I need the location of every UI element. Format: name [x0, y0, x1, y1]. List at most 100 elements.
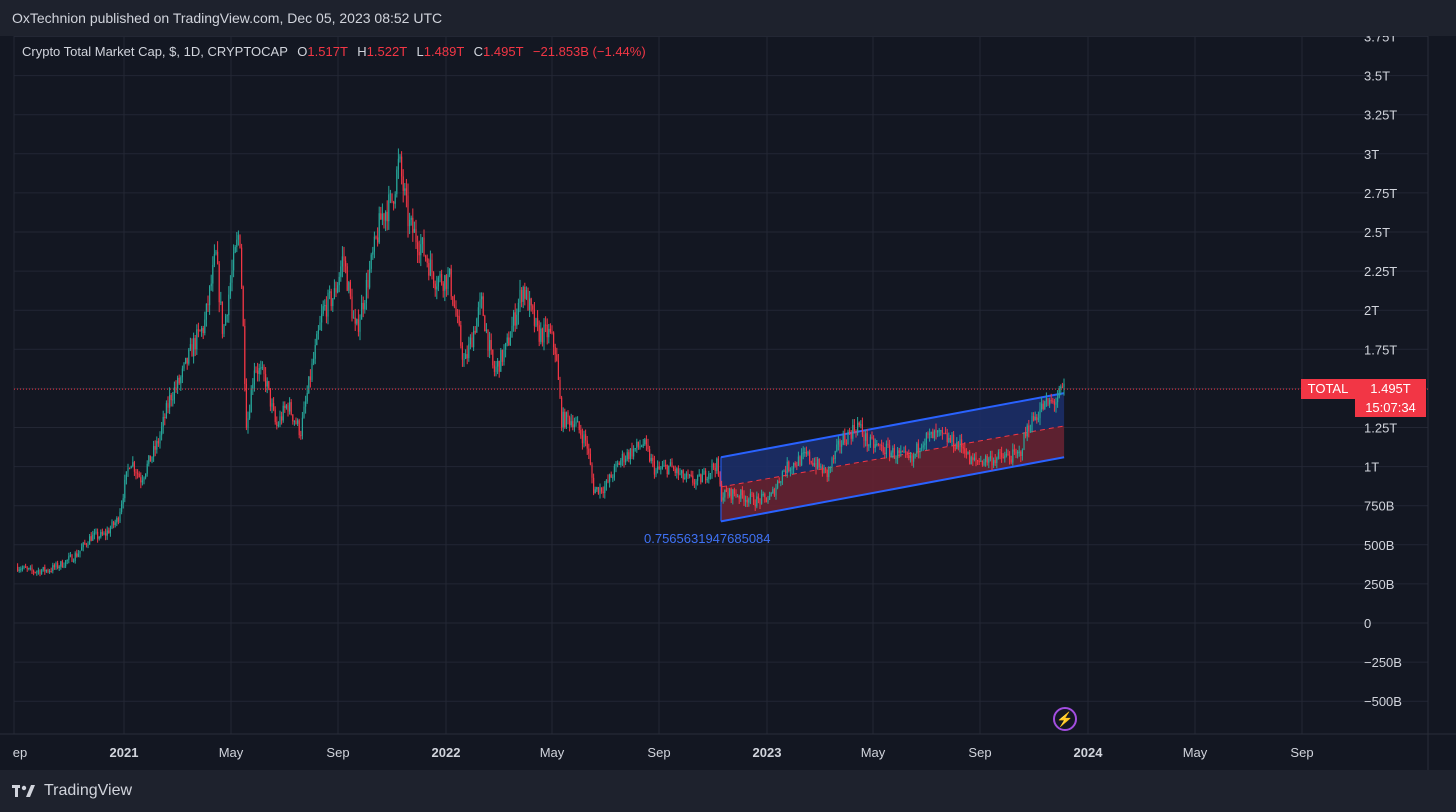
candle-body — [429, 259, 432, 276]
candle-body — [857, 422, 859, 434]
candle-body — [26, 567, 28, 569]
candle-body — [253, 370, 256, 385]
candle-body — [956, 442, 958, 449]
candle-body — [689, 474, 691, 476]
candle-body — [916, 443, 918, 455]
channel-annotation[interactable]: 0.7565631947685084 — [644, 531, 771, 546]
candle-body — [476, 318, 478, 333]
candle-body — [631, 448, 633, 457]
regression-channel[interactable] — [720, 392, 1065, 523]
candle-body — [169, 394, 171, 408]
candle-body — [138, 473, 140, 478]
candle-body — [879, 444, 881, 446]
candle-body — [167, 403, 169, 408]
candle-body — [765, 497, 768, 503]
candle-body — [201, 328, 203, 332]
candle-body — [52, 565, 54, 572]
candle-body — [565, 412, 568, 428]
candle-body — [65, 560, 67, 567]
candle-body — [393, 201, 395, 204]
candle-body — [727, 492, 729, 496]
lightning-icon[interactable]: ⚡ — [1053, 707, 1077, 731]
candle-body — [324, 305, 326, 307]
candle-body — [578, 421, 580, 431]
candle-body — [1039, 409, 1041, 419]
candle-body — [497, 360, 499, 367]
candle-body — [1058, 388, 1060, 398]
candle-body — [567, 412, 569, 418]
candle-body — [921, 447, 923, 449]
candle-body — [700, 474, 702, 483]
time-axis[interactable]: ep 2021 May Sep 2022 May Sep 2023 May Sep 2024 May S… — [13, 745, 1314, 760]
candle-body — [573, 424, 576, 428]
candle-body — [250, 388, 252, 413]
candle-body — [149, 455, 152, 462]
tradingview-logo[interactable]: TradingView — [12, 782, 132, 800]
candle-body — [1010, 459, 1012, 463]
candle-body — [709, 473, 712, 475]
candle-body — [517, 302, 520, 315]
candle-body — [212, 264, 214, 284]
candle-body — [615, 464, 617, 467]
candle-body — [116, 518, 118, 523]
candle-body — [229, 282, 232, 295]
candle-body — [255, 370, 257, 372]
candle-body — [887, 443, 889, 446]
price-chart[interactable]: 3.75T 3.5T 3.25T 3T 2.75T 2.5T 2.25T 2T 1.75T 1.5… — [0, 36, 1456, 770]
candle-body — [597, 487, 600, 494]
candle-body — [369, 268, 371, 288]
candle-body — [119, 511, 121, 522]
candle-body — [21, 568, 24, 570]
candle-body — [925, 433, 928, 444]
time-tick-label: May — [540, 745, 565, 760]
candle-body — [732, 489, 734, 500]
candle-body — [977, 460, 979, 462]
price-axis[interactable]: 3.75T3.5T3.25T3T2.75T2.5T2.25T2T1.75T1.5… — [1364, 36, 1402, 709]
candle-body — [29, 567, 32, 569]
candle-body — [269, 388, 272, 407]
candle-body — [31, 567, 33, 571]
candle-body — [562, 411, 564, 428]
candle-body — [807, 451, 809, 454]
candle-body — [802, 452, 804, 454]
symbol-title[interactable]: Crypto Total Market Cap, $, 1D, CRYPTOCA… — [22, 44, 288, 59]
candle-body — [596, 487, 598, 490]
candle-body — [321, 313, 323, 323]
candle-body — [420, 244, 422, 256]
candle-body — [418, 251, 420, 256]
candle-body — [777, 481, 779, 488]
candle-body — [281, 416, 283, 421]
candle-body — [279, 416, 281, 425]
candle-body — [847, 431, 849, 445]
change-value: −21.853B (−1.44%) — [532, 44, 646, 59]
candle-body — [996, 457, 998, 463]
price-tick-label: 750B — [1364, 499, 1394, 514]
candle-body — [917, 443, 920, 453]
candle-body — [714, 467, 716, 472]
candle-body — [68, 556, 70, 560]
candle-body — [465, 354, 467, 360]
candle-body — [897, 450, 899, 459]
candle-body — [901, 451, 904, 453]
candle-body — [77, 553, 80, 557]
candle-body — [1050, 400, 1052, 402]
candle-body — [495, 366, 497, 372]
candle-body — [205, 303, 208, 320]
candle-body — [141, 480, 144, 483]
candle-body — [109, 528, 112, 534]
candle-body — [237, 235, 240, 240]
time-tick-label: Sep — [1290, 745, 1313, 760]
candle-body — [623, 453, 625, 463]
candle-body — [277, 424, 280, 426]
candle-body — [474, 330, 476, 333]
candlestick-series — [17, 148, 1065, 577]
candle-body — [860, 424, 862, 426]
candle-body — [593, 477, 595, 494]
candle-body — [173, 387, 176, 400]
candle-body — [145, 473, 147, 478]
candle-body — [79, 550, 81, 554]
price-tick-label: 3.75T — [1364, 36, 1397, 45]
last-price-tag: TOTAL 1.495T 15:07:34 — [1301, 379, 1426, 417]
candle-body — [394, 194, 396, 204]
price-tick-label: 250B — [1364, 577, 1394, 592]
